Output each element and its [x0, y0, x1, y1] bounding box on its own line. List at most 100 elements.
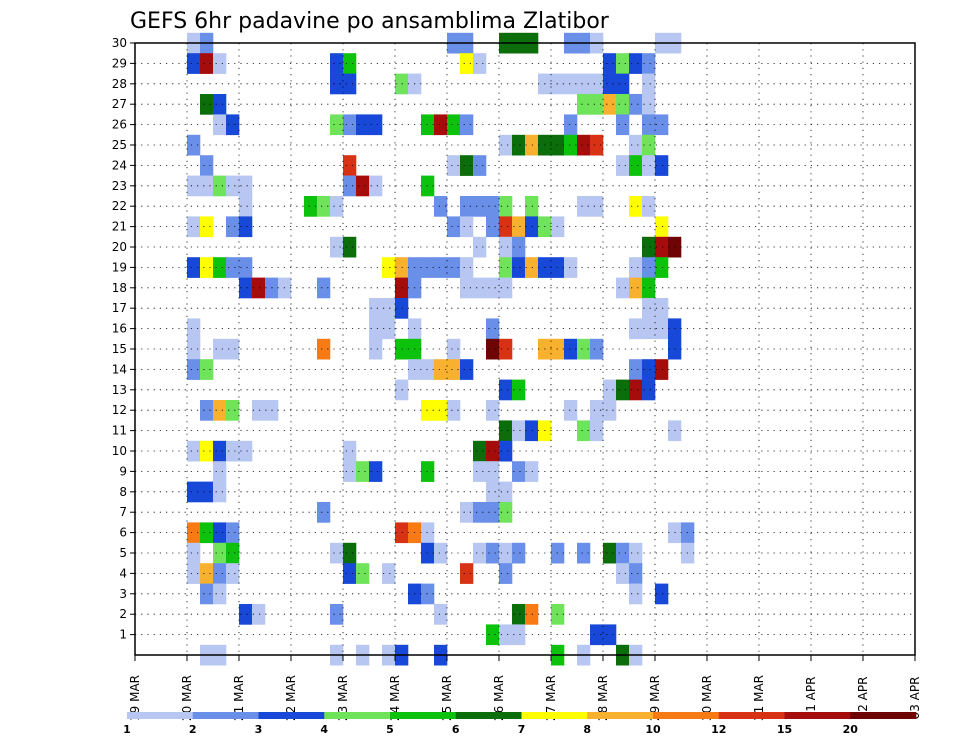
heatmap-cell: [343, 175, 357, 197]
legend-swatch: [850, 712, 917, 719]
heatmap-cell: [655, 583, 669, 605]
heatmap-cell: [330, 604, 344, 625]
x-tick-label: 20 MAR: [180, 675, 194, 721]
heatmap-cell: [629, 379, 643, 401]
heatmap-cell: [369, 298, 383, 319]
heatmap-cell: [629, 277, 643, 299]
legend-swatch: [192, 712, 259, 719]
legend-label: 12: [711, 723, 726, 736]
heatmap-cell: [317, 196, 331, 217]
heatmap-cell: [317, 338, 331, 360]
heatmap-cell: [356, 563, 370, 584]
heatmap-cell: [499, 542, 513, 564]
heatmap-cell: [473, 155, 487, 176]
heatmap-cell: [486, 318, 500, 340]
heatmap-cell: [603, 53, 617, 74]
heatmap-cell: [642, 94, 656, 115]
heatmap-cell: [447, 114, 461, 136]
heatmap-cell: [226, 175, 240, 197]
heatmap-cell: [226, 440, 240, 462]
heatmap-cell: [499, 440, 513, 462]
heatmap-cell: [642, 196, 656, 217]
heatmap-cell: [330, 53, 344, 74]
heatmap-cell: [486, 338, 500, 360]
heatmap-cell: [629, 583, 643, 605]
heatmap-cell: [499, 338, 513, 360]
heatmap-cell: [616, 155, 630, 176]
x-tick-label: 01 APR: [804, 677, 818, 720]
x-tick-label: 23 MAR: [336, 675, 350, 721]
heatmap-cell: [200, 522, 214, 544]
heatmap-cell: [200, 53, 214, 74]
heatmap-cell: [642, 155, 656, 176]
heatmap-cell: [187, 522, 201, 544]
heatmap-cell: [629, 359, 643, 380]
x-tick-label: 22 MAR: [284, 675, 298, 721]
heatmap-cell: [226, 114, 240, 136]
heatmap-cell: [525, 196, 539, 217]
heatmap-cell: [226, 542, 240, 564]
heatmap-cell: [213, 400, 227, 421]
legend-label: 3: [255, 723, 263, 736]
heatmap-cell: [460, 216, 474, 238]
heatmap-cell: [213, 114, 227, 136]
heatmap-cell: [421, 359, 435, 380]
heatmap-cell: [564, 400, 578, 421]
y-tick-label: 8: [119, 485, 127, 499]
legend-swatch: [718, 712, 785, 719]
heatmap-cell: [525, 420, 539, 442]
heatmap-cell: [616, 53, 630, 74]
heatmap-cell: [421, 583, 435, 605]
heatmap-cell: [655, 155, 669, 176]
y-tick-label: 9: [119, 464, 127, 478]
heatmap-cell: [252, 604, 266, 625]
y-tick-label: 12: [112, 403, 127, 417]
heatmap-cell: [486, 542, 500, 564]
heatmap-cell: [629, 318, 643, 340]
heatmap-cell: [421, 522, 435, 544]
legend-swatch: [455, 712, 522, 719]
heatmap-cell: [213, 94, 227, 115]
heatmap-cell: [460, 502, 474, 523]
heatmap-cell: [590, 338, 604, 360]
heatmap-cell: [239, 196, 253, 217]
heatmap-cell: [447, 400, 461, 421]
heatmap-cell: [499, 420, 513, 442]
heatmap-cell: [187, 542, 201, 564]
heatmap-cell: [226, 522, 240, 544]
heatmap-cell: [213, 583, 227, 605]
heatmap-cell: [356, 114, 370, 136]
heatmap-cells: [187, 32, 695, 666]
heatmap-cell: [512, 461, 526, 482]
heatmap-cell: [473, 277, 487, 299]
heatmap-cell: [525, 461, 539, 482]
heatmap-cell: [382, 563, 396, 584]
heatmap-cell: [577, 134, 591, 156]
legend-label: 15: [777, 723, 792, 736]
heatmap-cell: [590, 134, 604, 156]
heatmap-cell: [616, 73, 630, 95]
heatmap-cell: [213, 53, 227, 74]
heatmap-cell: [187, 481, 201, 503]
heatmap-cell: [239, 440, 253, 462]
heatmap-cell: [512, 236, 526, 258]
heatmap-cell: [499, 216, 513, 238]
heatmap-cell: [655, 114, 669, 136]
y-tick-label: 11: [112, 424, 127, 438]
legend-swatch: [390, 712, 457, 719]
y-tick-label: 10: [112, 444, 127, 458]
heatmap-cell: [200, 257, 214, 278]
heatmap-cell: [473, 502, 487, 523]
y-tick-label: 23: [112, 179, 127, 193]
heatmap-cell: [369, 338, 383, 360]
heatmap-cell: [343, 461, 357, 482]
y-tick-label: 25: [112, 138, 127, 152]
x-tick-label: 31 MAR: [752, 675, 766, 721]
legend-label: 8: [583, 723, 591, 736]
y-tick-label: 7: [119, 505, 127, 519]
x-tick-label: 24 MAR: [388, 675, 402, 721]
heatmap-cell: [616, 379, 630, 401]
heatmap-cell: [486, 624, 500, 646]
legend-swatch: [324, 712, 391, 719]
y-tick-label: 2: [119, 607, 127, 621]
